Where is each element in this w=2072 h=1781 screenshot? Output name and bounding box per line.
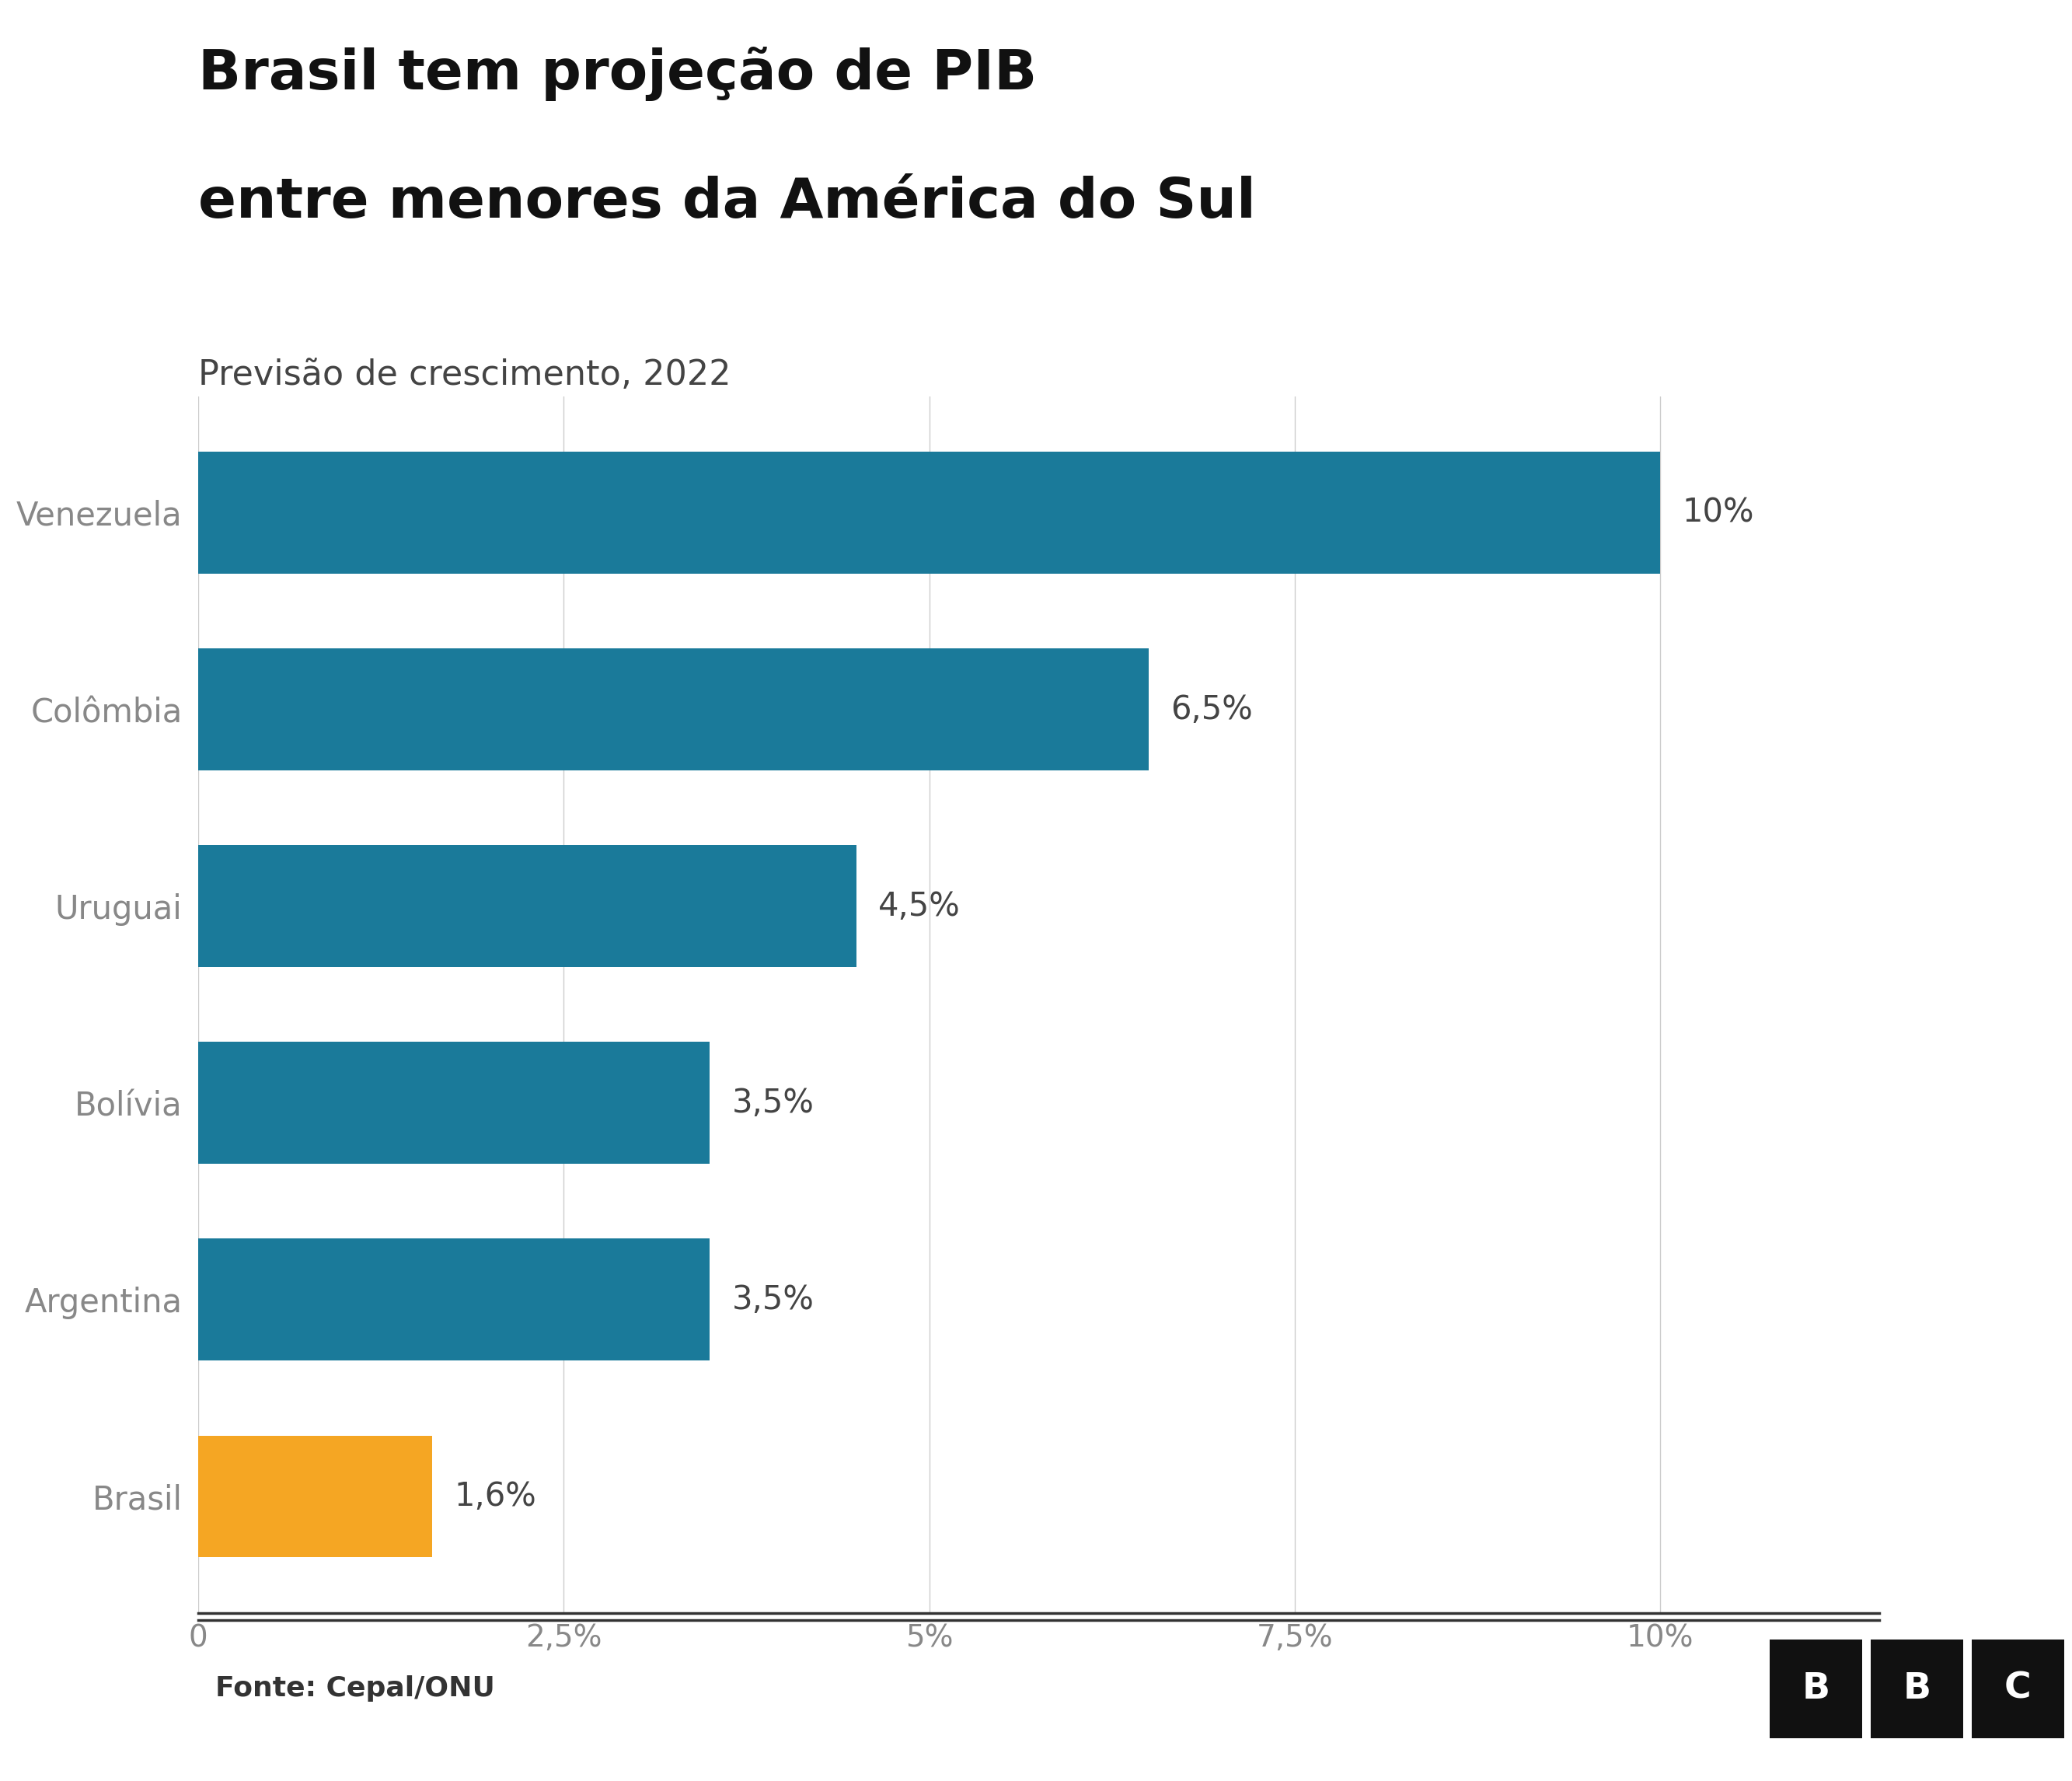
Bar <box>199 1240 711 1361</box>
Bar <box>199 452 1660 573</box>
Bar <box>199 1042 711 1165</box>
Text: 6,5%: 6,5% <box>1171 693 1251 725</box>
Text: 4,5%: 4,5% <box>879 890 959 923</box>
Text: 3,5%: 3,5% <box>731 1086 814 1118</box>
Text: Brasil tem projeção de PIB: Brasil tem projeção de PIB <box>199 46 1038 102</box>
Text: Fonte: Cepal/ONU: Fonte: Cepal/ONU <box>215 1676 495 1703</box>
Bar <box>199 846 856 967</box>
Text: entre menores da América do Sul: entre menores da América do Sul <box>199 176 1256 230</box>
FancyBboxPatch shape <box>1769 1639 1863 1738</box>
Text: 1,6%: 1,6% <box>454 1480 537 1512</box>
Text: 10%: 10% <box>1682 497 1753 529</box>
Text: Previsão de crescimento, 2022: Previsão de crescimento, 2022 <box>199 358 731 392</box>
Text: B: B <box>1803 1671 1830 1706</box>
FancyBboxPatch shape <box>1973 1639 2064 1738</box>
Text: C: C <box>2004 1671 2031 1706</box>
Bar <box>199 1435 433 1557</box>
Bar <box>199 648 1148 771</box>
Text: B: B <box>1902 1671 1931 1706</box>
Text: 3,5%: 3,5% <box>731 1284 814 1316</box>
FancyBboxPatch shape <box>1871 1639 1962 1738</box>
